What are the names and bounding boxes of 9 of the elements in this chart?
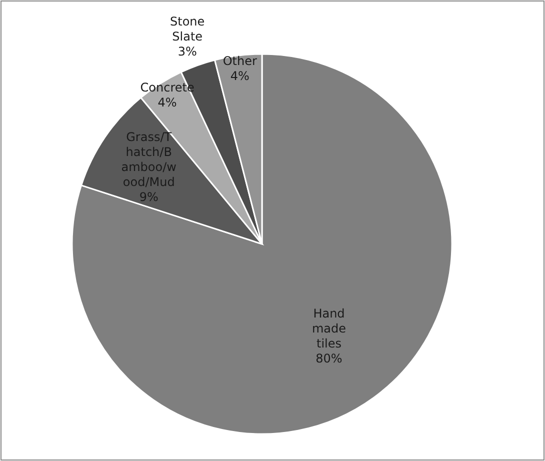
slice-label: Stone Slate xyxy=(170,14,205,44)
data-label: 4% xyxy=(158,95,177,110)
slice-label: Other xyxy=(222,54,257,68)
data-label: 9% xyxy=(139,190,158,204)
data-label: 3% xyxy=(178,44,197,59)
data-label: 4% xyxy=(230,69,250,84)
data-label: 80% xyxy=(316,352,342,366)
slice-label: Hand made tiles xyxy=(312,306,346,351)
slice-label: Grass/Thatch/Bamboo/wood/Mud xyxy=(121,130,177,190)
